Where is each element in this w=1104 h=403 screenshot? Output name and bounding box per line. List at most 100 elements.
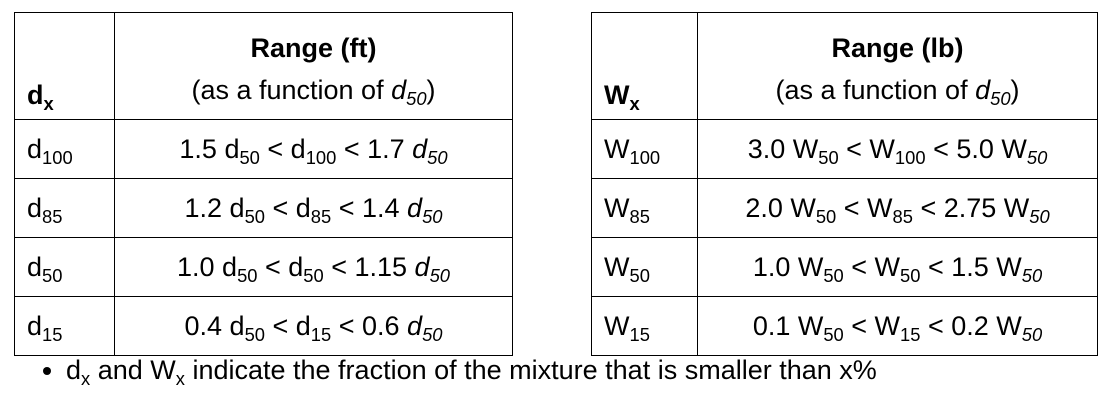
table-row: d85 1.2 d50 < d85 < 1.4 d50	[14, 178, 513, 238]
cell-line: (as a function of d50)	[115, 69, 512, 111]
table-row: d50 1.0 d50 < d50 < 1.15 d50	[14, 237, 513, 297]
table-cell: d50	[14, 237, 115, 297]
cell-line: 2.0 W50 < W85 < 2.75 W50	[698, 192, 1097, 227]
right-table: Wx Range (lb) (as a function of d50) W100 3.…	[591, 12, 1098, 356]
text-run: 50	[42, 264, 63, 286]
text-run: )	[426, 75, 436, 105]
table-cell: 0.4 d50 < d15 < 0.6 d50	[114, 296, 513, 356]
text-run: < d	[265, 192, 311, 223]
text-run: x	[175, 367, 185, 389]
header-cell: Range (lb) (as a function of d50)	[697, 12, 1098, 120]
text-run: 100	[42, 146, 73, 168]
text-run: W	[604, 251, 630, 282]
cell-line: 1.0 d50 < d50 < 1.15 d50	[115, 251, 512, 286]
cell-line: W15	[604, 310, 697, 345]
header-cell: Wx	[591, 12, 698, 120]
table-row: d15 0.4 d50 < d15 < 0.6 d50	[14, 296, 513, 356]
header-row: Wx Range (lb) (as a function of d50)	[591, 12, 1098, 120]
text-run: 50	[422, 323, 443, 345]
text-run: < 1.4	[331, 192, 408, 223]
header-row: dx Range (ft) (as a function of d50)	[14, 12, 513, 120]
text-run: 85	[310, 205, 332, 227]
text-run: x	[43, 92, 54, 114]
text-run: 50	[818, 146, 839, 168]
text-run: d	[27, 310, 43, 341]
cell-line: Range (lb)	[698, 27, 1097, 69]
cell-line: Range (ft)	[115, 27, 512, 69]
table-cell: 0.1 W50 < W15 < 0.2 W50	[697, 296, 1098, 356]
text-run: 1.5 d	[179, 133, 240, 164]
header-cell: Range (ft) (as a function of d50)	[114, 12, 513, 120]
text-run: 50	[239, 146, 260, 168]
table-cell: W15	[591, 296, 698, 356]
text-run: 50	[1021, 264, 1043, 286]
table-cell: W100	[591, 119, 698, 179]
text-run: 85	[42, 205, 63, 227]
cell-line: W50	[604, 251, 697, 286]
text-run: 50	[629, 264, 650, 286]
text-run: d	[407, 192, 423, 223]
text-run: W	[604, 133, 630, 164]
text-run: < 2.75 W	[912, 192, 1030, 223]
note: dx and Wx indicate the fraction of the m…	[66, 355, 877, 389]
text-run: < 0.2 W	[920, 310, 1022, 341]
text-run: 50	[406, 87, 427, 109]
text-run: d	[391, 75, 407, 105]
text-run: 0.4 d	[184, 310, 245, 341]
text-run: indicate the fraction of the mixture tha…	[184, 355, 877, 385]
cell-line: d100	[27, 133, 114, 168]
text-run: 100	[629, 146, 661, 168]
text-run: < d	[265, 310, 311, 341]
text-run: < 1.5 W	[920, 251, 1022, 282]
text-run: 50	[823, 264, 844, 286]
text-run: < d	[257, 251, 304, 282]
text-run: W	[604, 310, 630, 341]
text-run: d	[66, 355, 82, 385]
cell-line: d15	[27, 310, 114, 344]
cell-line: d50	[27, 252, 114, 286]
text-run: d	[27, 192, 43, 223]
text-run: d	[27, 133, 43, 164]
text-run: 0.1 W	[752, 310, 824, 341]
cell-line: 3.0 W50 < W100 < 5.0 W50	[698, 133, 1097, 168]
table-cell: W85	[591, 178, 698, 238]
text-run: < W	[838, 133, 895, 164]
text-run: 50	[1029, 205, 1050, 227]
text-run: 50	[823, 323, 844, 345]
text-run: 85	[892, 205, 913, 227]
text-run: 100	[305, 146, 337, 168]
table-cell: d85	[14, 178, 115, 238]
text-run: 50	[422, 205, 443, 227]
text-run: (as a function of	[191, 75, 392, 105]
text-run: < 5.0 W	[925, 133, 1027, 164]
table-cell: d100	[14, 119, 115, 179]
text-run: < 0.6	[331, 310, 408, 341]
text-run: 50	[429, 264, 450, 286]
text-run: d	[412, 133, 428, 164]
header-cell: dx	[14, 12, 115, 120]
table-cell: 1.5 d50 < d100 < 1.7 d50	[114, 119, 513, 179]
text-run: 50	[815, 205, 837, 227]
cell-line: W85	[604, 193, 697, 226]
table-cell: 2.0 W50 < W85 < 2.75 W50	[697, 178, 1098, 238]
text-run: 50	[244, 205, 265, 227]
text-run: d	[975, 75, 991, 105]
table-row: W85 2.0 W50 < W85 < 2.75 W50	[591, 178, 1098, 238]
text-run: (as a function of	[775, 75, 976, 105]
table-cell: 1.0 W50 < W50 < 1.5 W50	[697, 237, 1098, 297]
text-run: 100	[894, 146, 926, 168]
text-run: 50	[1026, 146, 1048, 168]
cell-line: 0.1 W50 < W15 < 0.2 W50	[698, 310, 1097, 345]
table-cell: 1.0 d50 < d50 < 1.15 d50	[114, 237, 513, 297]
text-run: < d	[259, 133, 306, 164]
table-row: W15 0.1 W50 < W15 < 0.2 W50	[591, 296, 1098, 356]
text-run: 50	[244, 323, 265, 345]
text-run: x	[629, 92, 640, 114]
text-run: 15	[629, 323, 650, 345]
text-run: Range (lb)	[831, 33, 964, 63]
left-table: dx Range (ft) (as a function of d50) d100 1.…	[14, 12, 513, 356]
cell-line: 0.4 d50 < d15 < 0.6 d50	[115, 310, 512, 345]
text-run: )	[1010, 75, 1020, 105]
cell-line: W100	[604, 133, 697, 168]
